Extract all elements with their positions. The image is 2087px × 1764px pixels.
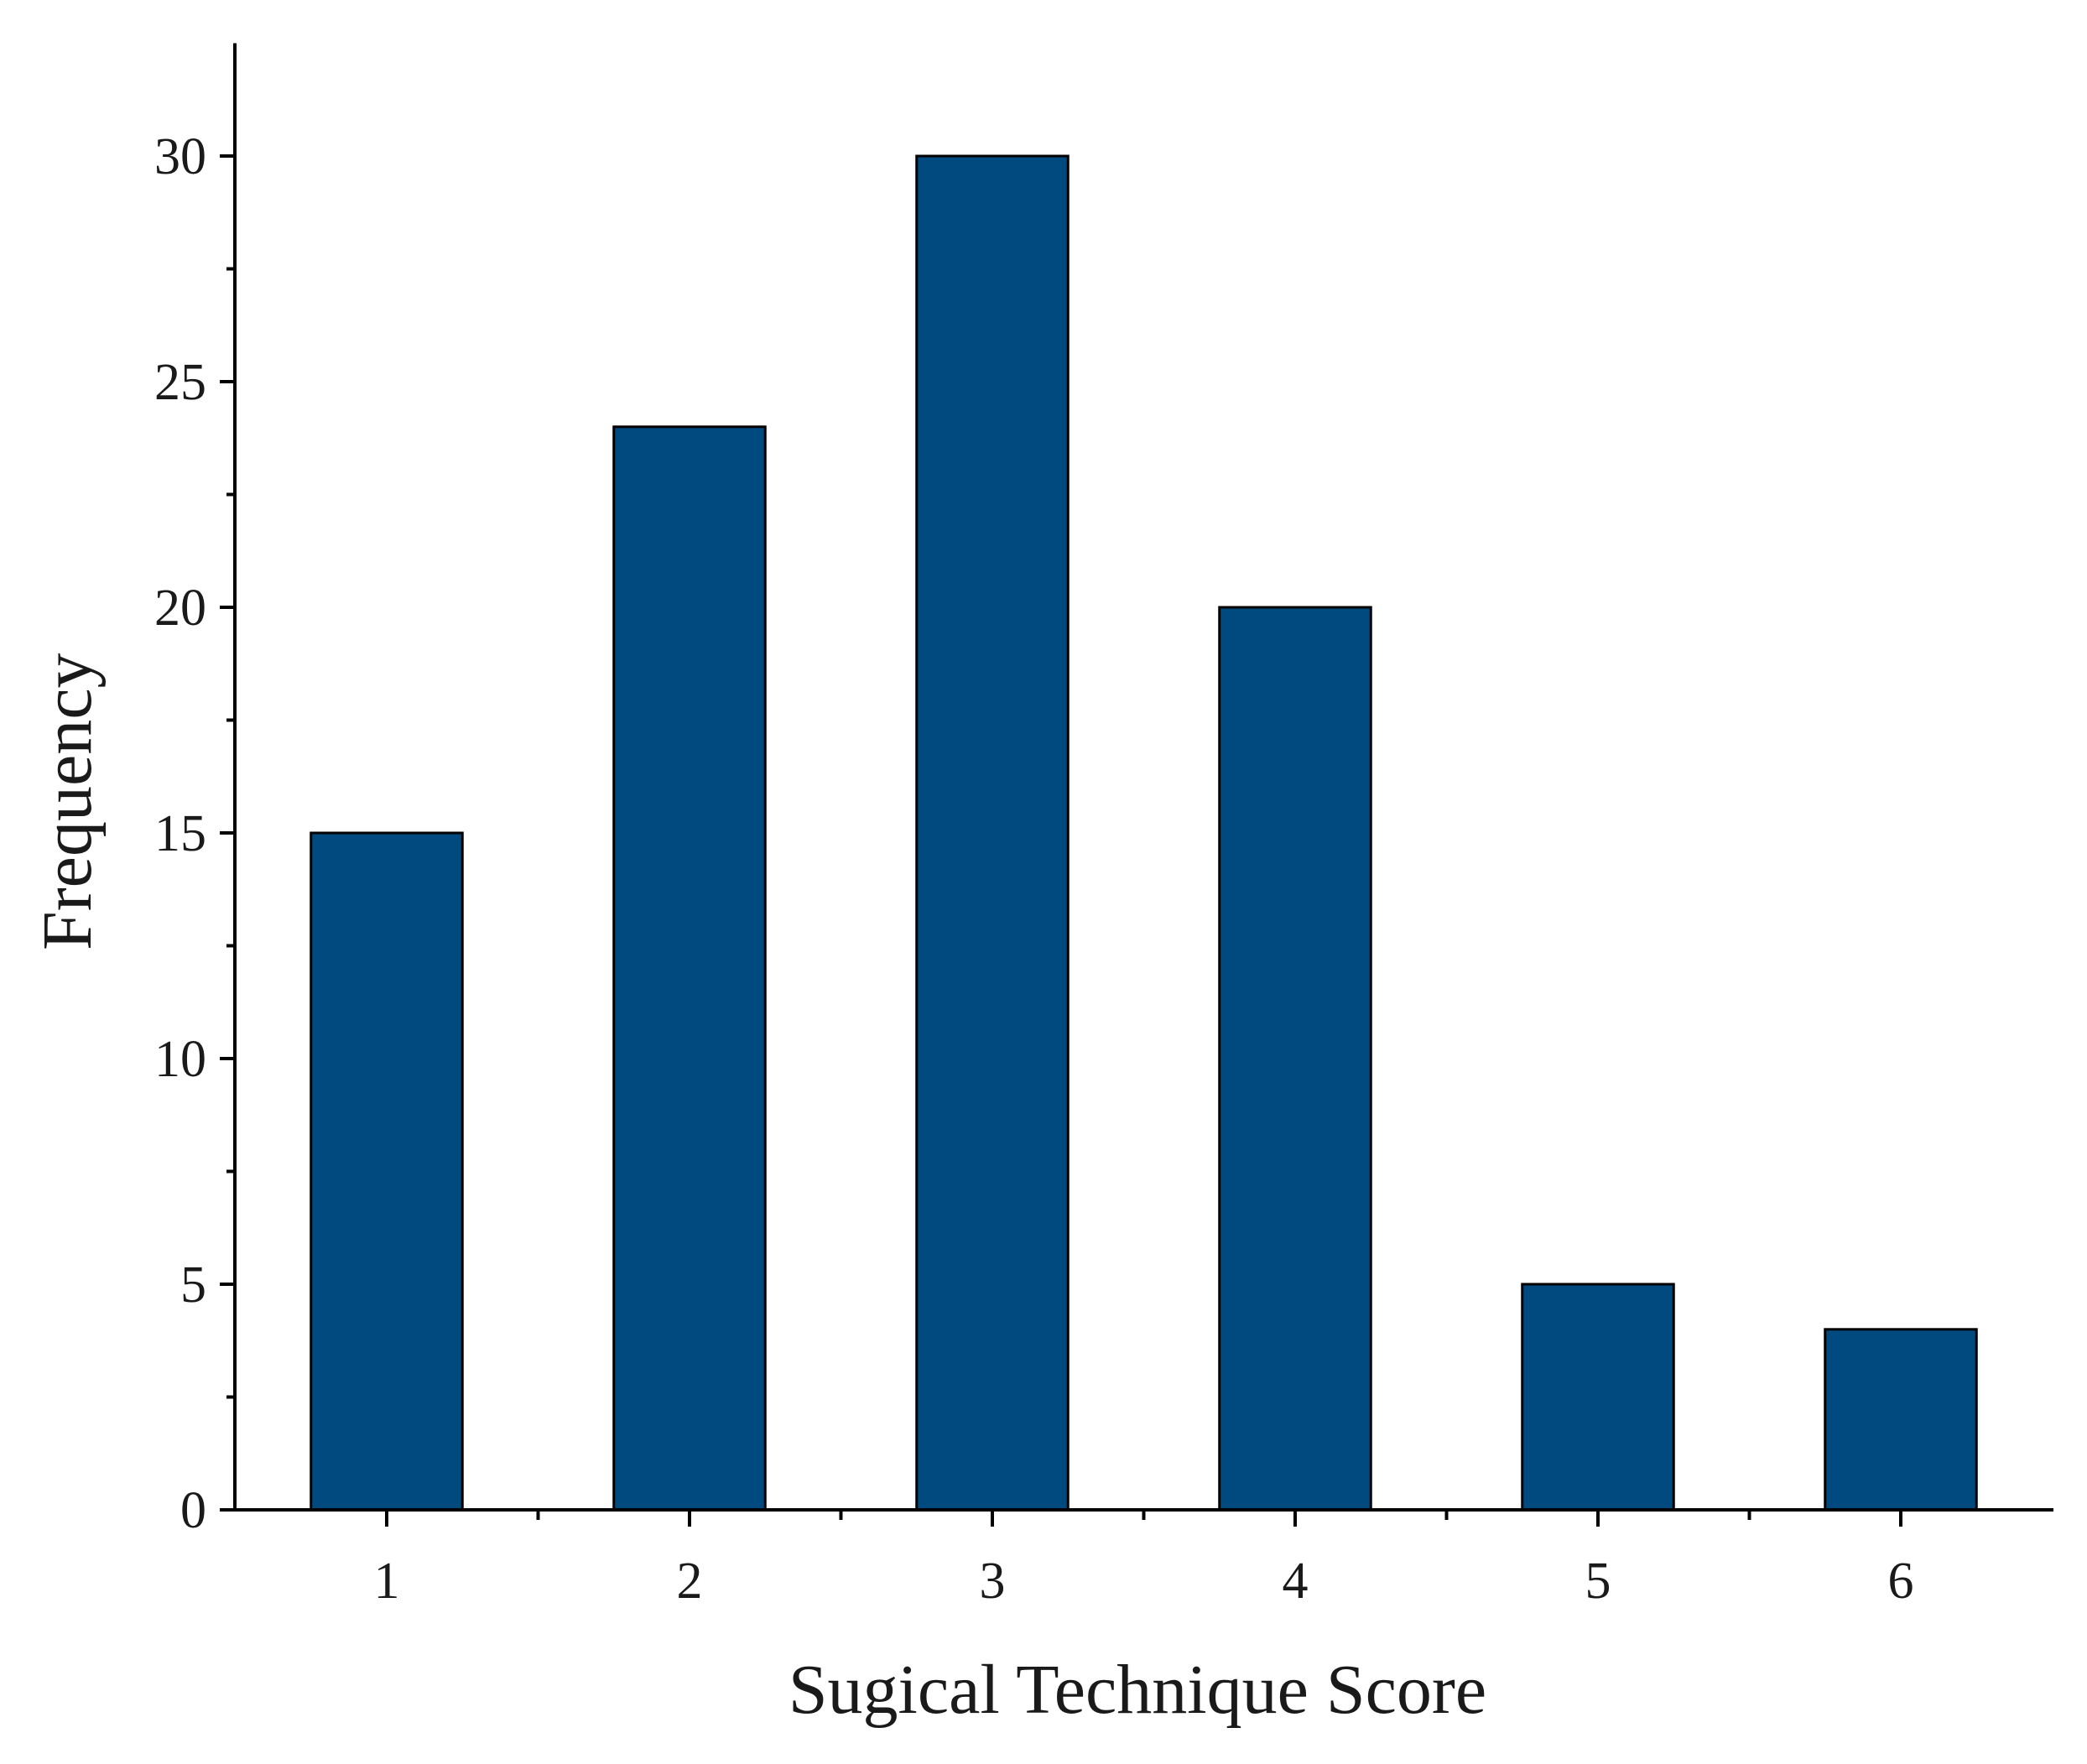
x-tick-label: 3 <box>980 1553 1006 1610</box>
axes-layer <box>233 43 2053 1512</box>
x-axis-title: Sugical Technique Score <box>788 1651 1486 1729</box>
bar-5 <box>1521 1283 1675 1512</box>
y-tick-label: 20 <box>154 580 206 637</box>
bars-layer <box>310 154 1978 1512</box>
bar-2 <box>612 425 767 1512</box>
y-tick-label: 5 <box>180 1257 206 1314</box>
bar-6 <box>1824 1328 1978 1512</box>
y-tick-label: 15 <box>154 805 206 862</box>
x-tick-label: 2 <box>677 1553 703 1610</box>
y-axis-title: Frequency <box>29 653 107 950</box>
y-tick-label: 0 <box>180 1482 206 1539</box>
x-tick-label: 1 <box>374 1553 400 1610</box>
y-tick-label: 25 <box>154 354 206 411</box>
bar-4 <box>1218 606 1372 1512</box>
x-ticks: 1 2 3 4 5 6 <box>374 1510 1914 1610</box>
bar-1 <box>310 831 464 1512</box>
x-tick-label: 5 <box>1585 1553 1611 1610</box>
x-tick-label: 4 <box>1283 1553 1309 1610</box>
y-tick-label: 30 <box>154 128 206 185</box>
y-tick-label: 10 <box>154 1031 206 1088</box>
x-tick-label: 6 <box>1888 1553 1914 1610</box>
y-ticks: 0 5 10 15 20 25 30 <box>154 128 235 1539</box>
bar-3 <box>915 154 1070 1512</box>
